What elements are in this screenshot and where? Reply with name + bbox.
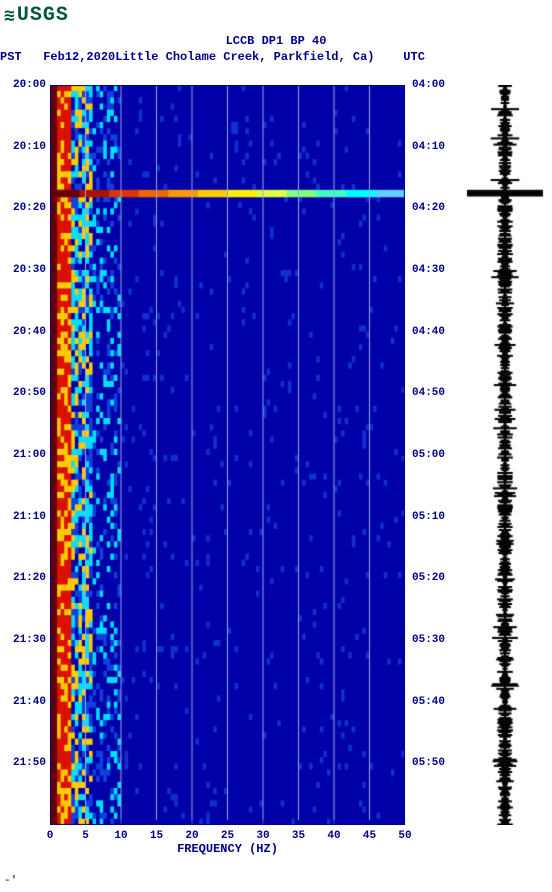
ytick-left: 21:50 — [13, 757, 46, 769]
xtick: 40 — [327, 830, 340, 842]
xtick: 0 — [47, 830, 54, 842]
ytick-left: 21:10 — [13, 511, 46, 523]
xtick: 30 — [256, 830, 269, 842]
xtick: 50 — [398, 830, 411, 842]
ytick-right: 04:20 — [412, 202, 445, 214]
seismogram-trace — [465, 85, 545, 825]
ytick-right: 05:50 — [412, 757, 445, 769]
ytick-right: 04:40 — [412, 326, 445, 338]
ytick-left: 20:30 — [13, 264, 46, 276]
y-axis-left: 20:0020:1020:2020:3020:4020:5021:0021:10… — [8, 85, 48, 825]
spectrogram-heatmap — [50, 85, 405, 825]
ytick-right: 05:20 — [412, 572, 445, 584]
xtick: 20 — [185, 830, 198, 842]
ytick-left: 20:20 — [13, 202, 46, 214]
footer-mark: -' — [4, 875, 17, 887]
ytick-right: 05:00 — [412, 449, 445, 461]
chart-subtitle: PST Feb12,2020Little Cholame Creek, Park… — [0, 50, 552, 64]
xtick: 35 — [292, 830, 305, 842]
usgs-logo: ≋ USGS — [4, 4, 69, 27]
ytick-right: 05:40 — [412, 696, 445, 708]
ytick-left: 21:00 — [13, 449, 46, 461]
logo-text: USGS — [17, 4, 69, 27]
ytick-right: 05:10 — [412, 511, 445, 523]
ytick-right: 05:30 — [412, 634, 445, 646]
xtick: 25 — [221, 830, 234, 842]
xtick: 10 — [114, 830, 127, 842]
ytick-right: 04:00 — [412, 79, 445, 91]
xtick: 5 — [82, 830, 89, 842]
xtick: 45 — [363, 830, 376, 842]
ytick-left: 20:40 — [13, 326, 46, 338]
wave-icon: ≋ — [4, 5, 15, 27]
ytick-right: 04:50 — [412, 387, 445, 399]
x-axis-label: FREQUENCY (HZ) — [50, 842, 405, 856]
ytick-left: 20:00 — [13, 79, 46, 91]
ytick-right: 04:30 — [412, 264, 445, 276]
y-axis-right: 04:0004:1004:2004:3004:4004:5005:0005:10… — [410, 85, 450, 825]
ytick-left: 21:20 — [13, 572, 46, 584]
ytick-left: 20:50 — [13, 387, 46, 399]
chart-title: LCCB DP1 BP 40 — [0, 34, 552, 48]
xtick: 15 — [150, 830, 163, 842]
ytick-left: 21:40 — [13, 696, 46, 708]
ytick-right: 04:10 — [412, 141, 445, 153]
ytick-left: 21:30 — [13, 634, 46, 646]
ytick-left: 20:10 — [13, 141, 46, 153]
